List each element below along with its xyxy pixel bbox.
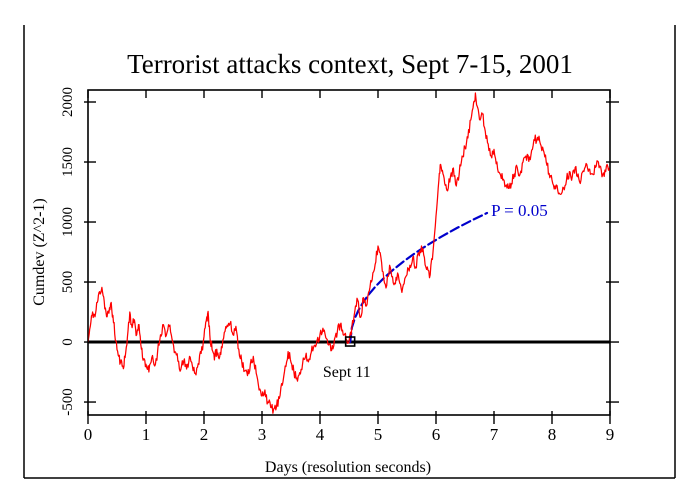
plot-frame (87, 89, 611, 416)
x-tick-label: 6 (432, 425, 441, 444)
p-threshold-label: P = 0.05 (491, 201, 548, 220)
y-axis-label: Cumdev (Z^2-1) (31, 198, 48, 305)
x-tick-label: 9 (606, 425, 615, 444)
y-tick-label: 2000 (60, 87, 76, 117)
significance-curve (349, 211, 489, 344)
y-tick-label: 1000 (60, 207, 76, 237)
y-tick-label: 500 (60, 271, 76, 294)
chart-title: Terrorist attacks context, Sept 7-15, 20… (127, 49, 573, 79)
sept-11-marker (344, 336, 356, 347)
x-axis-label: Days (resolution seconds) (265, 459, 431, 476)
y-tick-label: -500 (60, 388, 76, 416)
x-tick-label: 3 (258, 425, 267, 444)
outer-border (23, 25, 676, 479)
x-tick-label: 8 (548, 425, 557, 444)
y-tick-label: 1500 (60, 147, 76, 177)
x-tick-label: 4 (316, 425, 325, 444)
x-tick-label: 7 (490, 425, 499, 444)
y-tick-label: 0 (60, 338, 76, 346)
x-tick-label: 0 (84, 425, 93, 444)
x-tick-label: 2 (200, 425, 209, 444)
sept-11-annotation: Sept 11 (323, 364, 371, 381)
cumdev-series (88, 92, 610, 414)
x-tick-label: 1 (142, 425, 151, 444)
x-tick-label: 5 (374, 425, 383, 444)
